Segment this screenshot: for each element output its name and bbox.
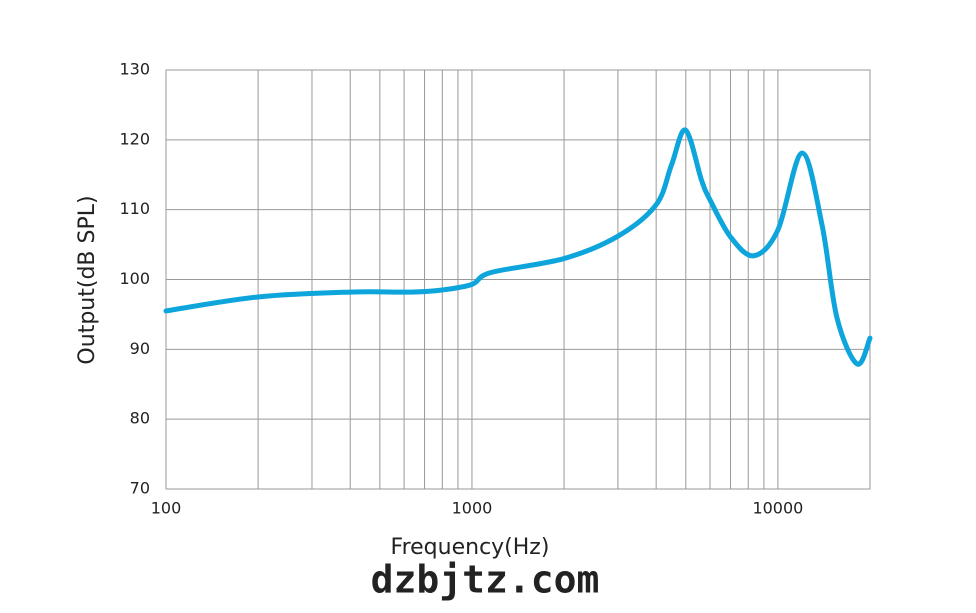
x-tick-label: 1000 — [452, 499, 493, 518]
y-tick-label: 70 — [130, 479, 150, 498]
y-tick-label: 100 — [119, 269, 150, 288]
y-tick-label: 90 — [130, 339, 150, 358]
y-tick-label: 110 — [119, 199, 150, 218]
watermark: dzbjtz.com — [371, 558, 600, 602]
plot-frame — [165, 69, 871, 490]
line-series — [163, 127, 873, 367]
y-tick-label: 130 — [119, 60, 150, 79]
y-tick-label: 120 — [119, 129, 150, 148]
x-tick-label: 100 — [151, 499, 182, 518]
x-axis-label: Frequency(Hz) — [391, 535, 550, 560]
y-axis-label: Output(dB SPL) — [75, 195, 100, 364]
x-tick-label: 10000 — [752, 499, 803, 518]
y-tick-label: 80 — [130, 409, 150, 428]
